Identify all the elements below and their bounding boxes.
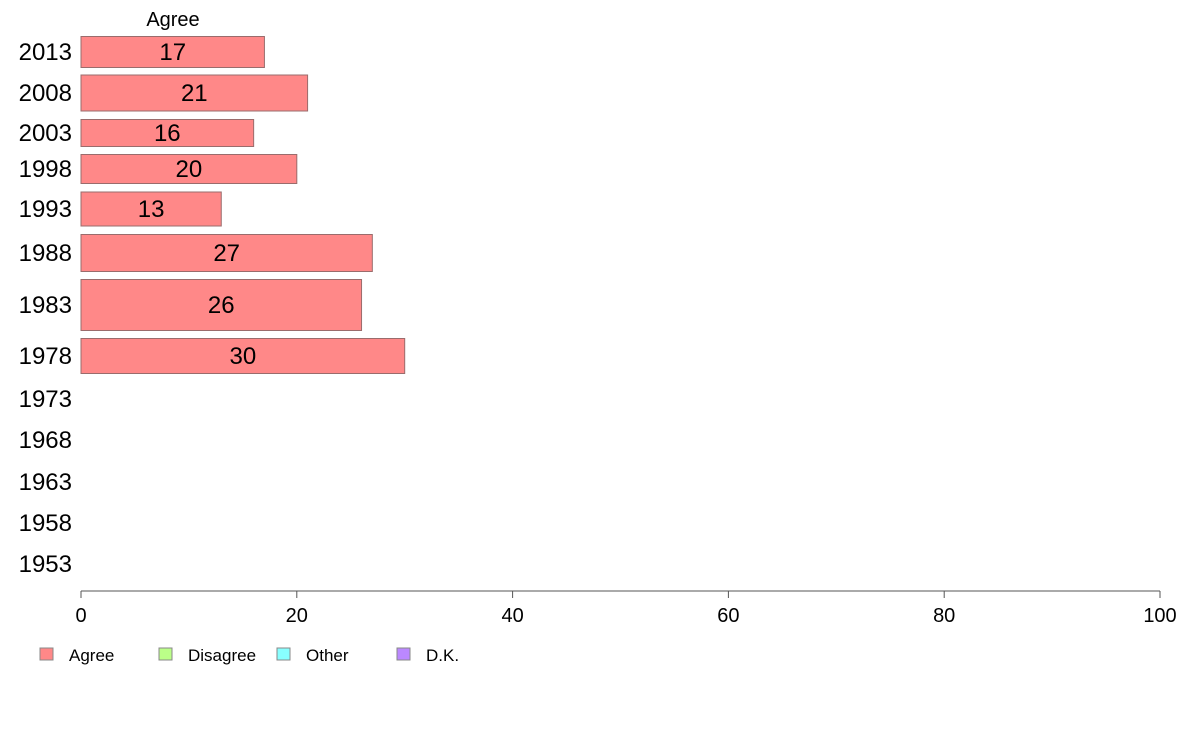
y-label-1983: 1983 <box>19 292 72 319</box>
bar-1988 <box>80 234 373 272</box>
y-label-1978: 1978 <box>19 343 72 370</box>
legend-label-d-k: D.K. <box>426 646 459 665</box>
legend-label-agree: Agree <box>69 646 114 665</box>
y-label-1968: 1968 <box>19 427 72 454</box>
column-header: Agree <box>146 9 199 31</box>
x-tick-label-40: 40 <box>501 605 523 627</box>
legend-swatch-disagree <box>158 647 173 661</box>
y-label-1993: 1993 <box>19 196 72 223</box>
bar-1978 <box>80 338 406 374</box>
bar-1993 <box>80 191 222 227</box>
y-label-1953: 1953 <box>19 551 72 578</box>
data-label-1978: 30 <box>229 343 256 370</box>
data-label-2003: 16 <box>154 120 181 147</box>
bar-2013 <box>80 36 265 68</box>
y-label-2008: 2008 <box>19 80 72 107</box>
legend-label-other: Other <box>306 646 349 665</box>
data-label-1983: 26 <box>208 292 235 319</box>
data-label-2008: 21 <box>181 80 208 107</box>
x-tick-label-60: 60 <box>717 605 739 627</box>
legend-swatch-d-k <box>396 647 411 661</box>
legend: Agree Disagree Other D.K. <box>39 646 459 665</box>
bar-2003 <box>80 119 255 147</box>
bar-1998 <box>80 154 298 184</box>
bar-1983 <box>80 279 363 331</box>
x-tick-label-100: 100 <box>1143 605 1176 627</box>
y-label-2013: 2013 <box>19 39 72 66</box>
legend-label-disagree: Disagree <box>188 646 256 665</box>
y-label-1963: 1963 <box>19 469 72 496</box>
y-label-1958: 1958 <box>19 510 72 537</box>
y-label-1998: 1998 <box>19 156 72 183</box>
x-tick-label-0: 0 <box>75 605 86 627</box>
legend-swatch-other <box>276 647 291 661</box>
x-axis: 0 20 40 60 80 100 <box>75 590 1177 627</box>
x-tick-label-80: 80 <box>933 605 955 627</box>
bar-2008 <box>80 74 309 112</box>
data-label-1988: 27 <box>213 240 240 267</box>
y-label-1973: 1973 <box>19 386 72 413</box>
column-header-group: Agree <box>146 9 199 31</box>
data-label-1998: 20 <box>176 156 203 183</box>
data-label-2013: 17 <box>159 39 186 66</box>
y-label-1988: 1988 <box>19 240 72 267</box>
data-label-1993: 13 <box>138 196 165 223</box>
legend-swatch-agree <box>39 647 54 661</box>
y-label-2003: 2003 <box>19 120 72 147</box>
x-tick-label-20: 20 <box>286 605 308 627</box>
y-axis-labels: 2013 2008 2003 1998 1993 1988 1983 1978 1973 1968… <box>19 39 72 578</box>
